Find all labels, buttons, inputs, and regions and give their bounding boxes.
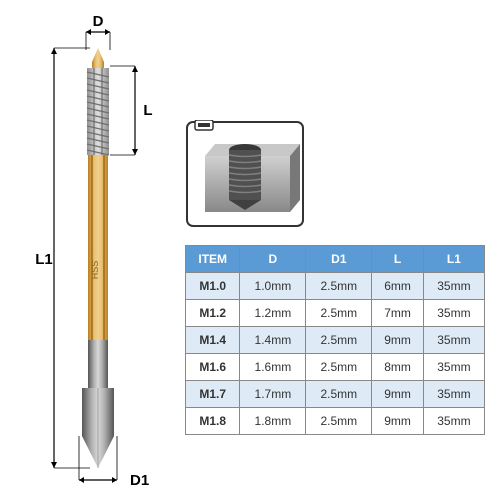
table-header: L [372, 246, 424, 273]
table-header: D1 [306, 246, 372, 273]
table-row: M1.41.4mm2.5mm9mm35mm [186, 327, 485, 354]
cross-section-diagram [185, 120, 305, 228]
table-cell: 7mm [372, 300, 424, 327]
table-cell: 35mm [423, 381, 484, 408]
table-cell: 2.5mm [306, 408, 372, 435]
table-header: ITEM [186, 246, 240, 273]
table-cell: 2.5mm [306, 273, 372, 300]
table-cell: 1.8mm [240, 408, 306, 435]
table-cell: 1.4mm [240, 327, 306, 354]
table-cell: M1.0 [186, 273, 240, 300]
table-header: D [240, 246, 306, 273]
product-diagram: D L1 L [30, 10, 170, 490]
table-cell: 2.5mm [306, 327, 372, 354]
table-cell: 2.5mm [306, 381, 372, 408]
table-cell: 6mm [372, 273, 424, 300]
l-label: L [143, 102, 152, 119]
d1-label: D1 [130, 472, 149, 489]
table-cell: 8mm [372, 354, 424, 381]
table-cell: 2.5mm [306, 354, 372, 381]
table-cell: 35mm [423, 300, 484, 327]
table-cell: M1.7 [186, 381, 240, 408]
table-cell: M1.6 [186, 354, 240, 381]
table-cell: 1.2mm [240, 300, 306, 327]
table-row: M1.71.7mm2.5mm9mm35mm [186, 381, 485, 408]
table-row: M1.81.8mm2.5mm9mm35mm [186, 408, 485, 435]
table-cell: 35mm [423, 354, 484, 381]
table-cell: 1.0mm [240, 273, 306, 300]
spec-table: ITEMDD1LL1M1.01.0mm2.5mm6mm35mmM1.21.2mm… [185, 245, 485, 435]
table-cell: M1.4 [186, 327, 240, 354]
table-cell: M1.2 [186, 300, 240, 327]
table-cell: M1.8 [186, 408, 240, 435]
d-label: D [93, 13, 104, 30]
table-cell: 35mm [423, 273, 484, 300]
table-cell: 9mm [372, 408, 424, 435]
table-row: M1.21.2mm2.5mm7mm35mm [186, 300, 485, 327]
tool-marking: HSS [90, 261, 100, 280]
table-cell: 2.5mm [306, 300, 372, 327]
table-cell: 35mm [423, 327, 484, 354]
table-row: M1.01.0mm2.5mm6mm35mm [186, 273, 485, 300]
l1-label: L1 [35, 251, 53, 268]
table-cell: 9mm [372, 327, 424, 354]
table-cell: 9mm [372, 381, 424, 408]
table-cell: 1.6mm [240, 354, 306, 381]
table-header: L1 [423, 246, 484, 273]
table-cell: 1.7mm [240, 381, 306, 408]
table-cell: 35mm [423, 408, 484, 435]
spec-table-container: ITEMDD1LL1M1.01.0mm2.5mm6mm35mmM1.21.2mm… [185, 245, 485, 435]
table-row: M1.61.6mm2.5mm8mm35mm [186, 354, 485, 381]
